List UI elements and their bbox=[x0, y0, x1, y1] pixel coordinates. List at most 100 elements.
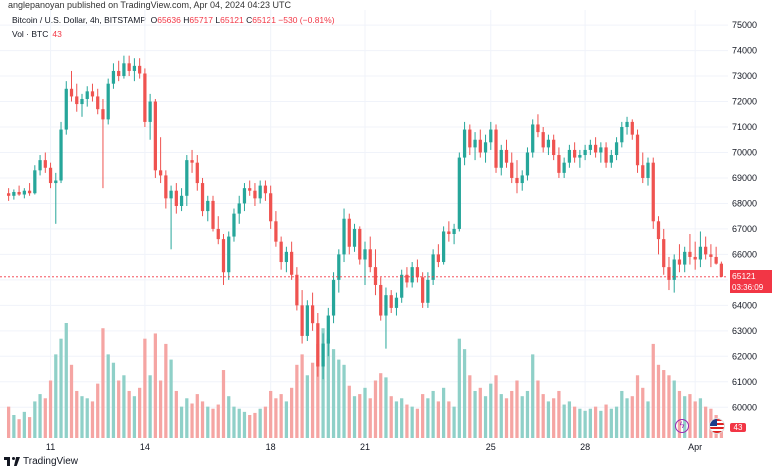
volume-bar bbox=[258, 408, 262, 438]
candle-body bbox=[190, 160, 194, 163]
volume-bar bbox=[447, 401, 451, 438]
volume-bar bbox=[106, 354, 110, 438]
candle-body bbox=[719, 263, 724, 277]
candle bbox=[698, 231, 703, 268]
candle-body bbox=[69, 88, 74, 97]
candle-body bbox=[447, 231, 451, 235]
candle bbox=[274, 211, 278, 247]
candle-body bbox=[714, 256, 718, 264]
candle bbox=[69, 70, 74, 102]
volume-bar bbox=[211, 408, 215, 438]
time-tick-label: 11 bbox=[46, 442, 55, 452]
volume-bar bbox=[342, 364, 346, 438]
volume-bar bbox=[290, 387, 294, 438]
low-value: 65121 bbox=[220, 15, 244, 25]
candle bbox=[101, 98, 105, 189]
volume-bar bbox=[206, 406, 210, 438]
candle-body bbox=[143, 73, 147, 122]
candle-body bbox=[148, 101, 152, 122]
candle-body bbox=[373, 267, 378, 285]
time-tick-label: 14 bbox=[140, 442, 150, 452]
candle bbox=[27, 183, 32, 196]
candle bbox=[242, 183, 247, 212]
candle-body bbox=[431, 254, 435, 280]
candle bbox=[573, 142, 577, 163]
candle bbox=[148, 93, 152, 140]
volume-bar bbox=[200, 401, 205, 438]
symbol-title[interactable]: Bitcoin / U.S. Dollar, 4h, BITSTAMP bbox=[12, 15, 146, 25]
candle bbox=[300, 290, 304, 344]
volume-bar bbox=[237, 408, 241, 438]
volume-bar bbox=[174, 390, 178, 438]
candle bbox=[54, 172, 58, 224]
candle bbox=[557, 147, 561, 178]
volume-bar bbox=[347, 385, 351, 438]
volume-bar bbox=[43, 398, 47, 438]
volume-bar bbox=[27, 417, 32, 438]
candle bbox=[111, 63, 116, 89]
volume-bar bbox=[185, 398, 189, 438]
candle bbox=[651, 157, 655, 229]
candle-body bbox=[667, 267, 671, 280]
volume-legend[interactable]: Vol · BTC 43 bbox=[12, 29, 62, 39]
candle bbox=[635, 129, 640, 173]
volume-bar bbox=[462, 349, 467, 438]
candle-body bbox=[557, 155, 561, 173]
candle-body bbox=[609, 155, 613, 163]
us-flag-icon[interactable] bbox=[709, 418, 725, 434]
volume-bar bbox=[358, 394, 362, 438]
candle-body bbox=[384, 295, 388, 316]
candle-body bbox=[347, 218, 351, 247]
symbol-legend[interactable]: Bitcoin / U.S. Dollar, 4h, BITSTAMP O656… bbox=[12, 15, 335, 25]
volume-bar bbox=[494, 375, 498, 438]
candle bbox=[515, 160, 519, 194]
candle bbox=[525, 147, 530, 181]
time-tick-label: Apr bbox=[688, 442, 702, 452]
candle bbox=[719, 261, 724, 277]
candle bbox=[541, 127, 545, 153]
volume-bar bbox=[473, 390, 477, 438]
volume-bar bbox=[321, 328, 325, 438]
candle bbox=[709, 244, 713, 268]
candle-body bbox=[164, 175, 168, 199]
tradingview-logo[interactable]: TradingView bbox=[4, 456, 78, 467]
candle-body bbox=[17, 191, 21, 195]
candle-body bbox=[111, 70, 116, 84]
candle bbox=[227, 231, 231, 280]
candle bbox=[552, 134, 556, 161]
candles bbox=[6, 55, 724, 380]
candle bbox=[211, 195, 215, 232]
candle bbox=[85, 86, 89, 107]
candle-body bbox=[326, 315, 330, 344]
close-label: C bbox=[246, 15, 253, 25]
time-axis: 111418212528Apr4 bbox=[46, 442, 702, 452]
price-tick-label: 75000 bbox=[732, 20, 757, 30]
volume-bar bbox=[274, 398, 278, 438]
volume-bar bbox=[17, 419, 21, 438]
candle bbox=[599, 142, 603, 163]
candle-body bbox=[504, 149, 509, 163]
candle bbox=[38, 155, 42, 176]
volume-bar bbox=[69, 364, 74, 438]
candle bbox=[75, 83, 79, 112]
candle bbox=[253, 183, 257, 206]
price-tick-label: 69000 bbox=[732, 173, 757, 183]
volume-bar bbox=[604, 404, 608, 438]
volume-bar bbox=[562, 404, 566, 438]
candle-body bbox=[284, 251, 289, 263]
volume-bar bbox=[221, 370, 226, 438]
price-tick-label: 63000 bbox=[732, 326, 757, 336]
volume-bar bbox=[295, 364, 299, 438]
candle bbox=[426, 272, 430, 308]
flash-icon[interactable]: ϟ bbox=[675, 419, 689, 433]
candle bbox=[305, 300, 309, 342]
volume-label[interactable]: Vol · BTC bbox=[12, 29, 49, 39]
candle bbox=[593, 137, 598, 158]
candle-body bbox=[153, 101, 157, 171]
candle-body bbox=[599, 147, 603, 153]
volume-bar bbox=[578, 408, 582, 438]
volume-bar bbox=[536, 380, 540, 438]
candle-body bbox=[426, 279, 430, 303]
volume-bar bbox=[672, 380, 676, 438]
